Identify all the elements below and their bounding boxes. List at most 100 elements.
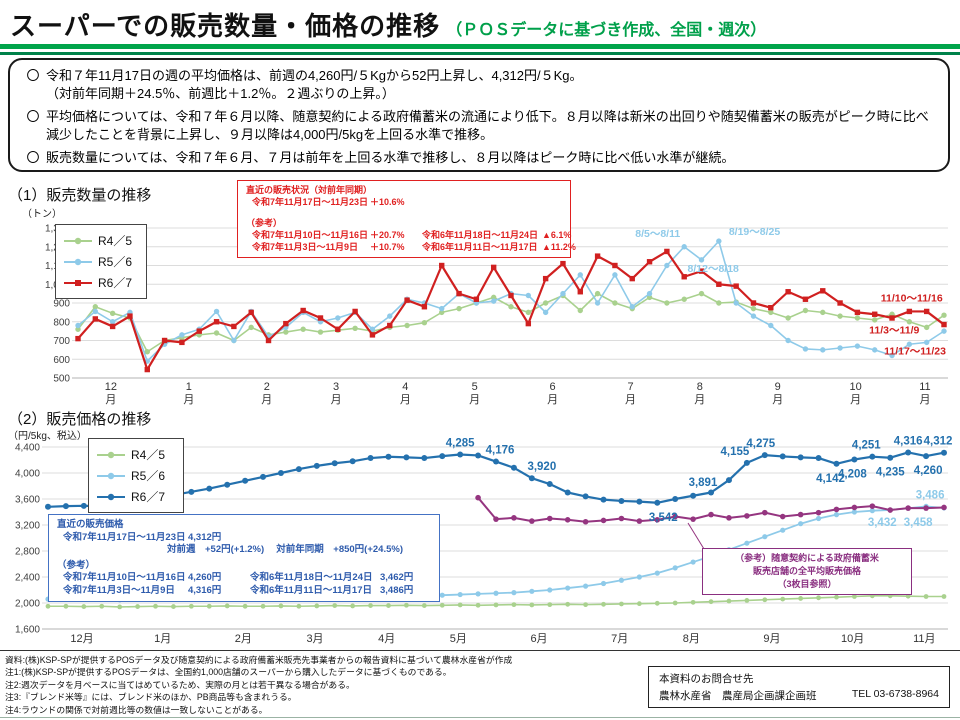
svg-text:4,316: 4,316 — [894, 435, 923, 447]
svg-text:2: 2 — [264, 381, 270, 393]
volume-chart-svg: 5006007008009001,0001,1001,2001,30012月1月… — [45, 224, 948, 406]
svg-text:2月: 2月 — [235, 633, 252, 645]
period-label: 令和7年11月10日～11月16日 — [63, 572, 186, 584]
svg-text:3,486: 3,486 — [916, 489, 945, 501]
period-value: ＋20.7% — [370, 230, 405, 241]
svg-text:1,600: 1,600 — [15, 625, 40, 636]
summary-bullet-3-text: 販売数量については、令和７年６月、７月は前年を上回る水準で推移し、８月以降はピー… — [46, 149, 735, 165]
svg-text:3: 3 — [333, 381, 339, 393]
recent-sales-status-title: 直近の販売状況（対前年同期） — [246, 185, 373, 195]
footnote-line: 資料:(株)KSP-SPが提供するPOSデータ及び随意契約による政府備蓄米販売先… — [5, 655, 513, 665]
title-rule-thin — [0, 52, 960, 55]
legend-item: R6／7 — [63, 272, 139, 293]
svg-text:7: 7 — [627, 381, 633, 393]
recent-price-box: 直近の販売価格 令和7年11月17日～11月23日 4,312円 対前週 +52… — [48, 514, 440, 603]
legend-item: R5／6 — [96, 465, 176, 486]
svg-text:月: 月 — [261, 394, 272, 406]
svg-text:4,155: 4,155 — [720, 446, 749, 458]
volume-chart-legend: R4／5 R5／6 R6／7 — [55, 224, 147, 299]
recent-price-title: 直近の販売価格 — [57, 519, 124, 530]
svg-text:月: 月 — [772, 394, 783, 406]
contact-tel: TEL 03-6738-8964 — [851, 688, 939, 700]
legend-marker-icon — [64, 258, 92, 265]
svg-text:2,000: 2,000 — [15, 599, 40, 610]
legend-label: R4／5 — [98, 234, 133, 248]
svg-text:月: 月 — [547, 394, 558, 406]
svg-text:11/3～11/9: 11/3～11/9 — [869, 324, 919, 336]
footnote-line: 注2:週次データを月ベースに当てはめているため、実際の月とは若干異なる場合がある… — [5, 679, 355, 690]
svg-text:11月: 11月 — [913, 633, 935, 645]
page-title: スーパーでの販売数量・価格の推移 — [10, 11, 441, 41]
period-label: 令和6年11月18日～11月24日 — [422, 230, 539, 241]
period-value: 3,486円 — [380, 584, 414, 596]
svg-text:4月: 4月 — [378, 633, 395, 645]
contact-box: 本資料のお問合せ先 農林水産省 農産局企画課企画班 TEL 03-6738-89… — [648, 666, 950, 708]
reserve-rice-note: （参考）随意契約による政府備蓄米 販売店舗の全平均販売価格 （3枚目参照） — [702, 548, 912, 596]
recent-price-current-row: 令和7年11月17日～11月23日 4,312円 — [57, 532, 433, 545]
period-value: ▲6.1% — [542, 230, 572, 241]
svg-text:3,891: 3,891 — [689, 477, 718, 489]
svg-text:3,542: 3,542 — [649, 512, 678, 524]
svg-text:4,275: 4,275 — [746, 438, 775, 450]
bottom-rule — [0, 717, 960, 718]
price-chart-title: （2）販売価格の推移 — [8, 411, 152, 428]
svg-text:月: 月 — [183, 394, 194, 406]
period-value: 4,260円 — [188, 572, 222, 584]
svg-text:3,600: 3,600 — [15, 495, 40, 506]
svg-text:11/17～11/23: 11/17～11/23 — [884, 346, 946, 358]
reference-row: 令和7年11月3日～11月9日 4,316円 令和6年11月11日～11月17日… — [57, 585, 433, 598]
reference-label: （参考） — [57, 559, 96, 571]
page-header: スーパーでの販売数量・価格の推移 （ＰＯＳデータに基づき作成、全国・週次） — [10, 6, 766, 43]
svg-text:3,458: 3,458 — [904, 517, 933, 529]
svg-text:4,235: 4,235 — [876, 467, 905, 479]
svg-text:9月: 9月 — [763, 633, 780, 645]
svg-text:10月: 10月 — [841, 633, 864, 645]
period-value: 4,316円 — [188, 584, 222, 596]
bullet-circle-icon: 〇 — [26, 68, 40, 83]
svg-text:4,260: 4,260 — [914, 465, 943, 477]
legend-item: R4／5 — [63, 230, 139, 251]
svg-text:3月: 3月 — [306, 633, 323, 645]
summary-box: 〇 令和７年11月17日の週の平均価格は、前週の4,260円/５Kgから52円上… — [8, 58, 950, 172]
legend-label: R6／7 — [131, 490, 166, 504]
reference-row: 令和7年11月10日～11月16日 4,260円 令和6年11月18日～11月2… — [57, 572, 433, 585]
legend-label: R5／6 — [131, 469, 166, 483]
legend-marker-icon — [97, 472, 125, 479]
summary-bullet-3: 〇 販売数量については、令和７年６月、７月は前年を上回る水準で推移し、８月以降は… — [20, 149, 934, 167]
bullet-circle-icon: 〇 — [26, 108, 40, 124]
period-value: 3,462円 — [380, 572, 414, 584]
period-label: 令和7年11月17日～11月23日 — [252, 196, 369, 207]
period-label: 令和7年11月17日～11月23日 — [63, 531, 186, 543]
svg-text:7月: 7月 — [611, 633, 628, 645]
svg-text:4,312: 4,312 — [924, 436, 953, 448]
svg-text:4,142: 4,142 — [816, 473, 845, 485]
svg-text:5月: 5月 — [450, 633, 467, 645]
summary-bullet-2-text: 平均価格については、令和７年６月以降、随意契約による政府備蓄米の流通により低下。… — [46, 108, 929, 143]
svg-text:3,920: 3,920 — [527, 461, 556, 473]
svg-text:2,800: 2,800 — [15, 547, 40, 558]
contact-title: 本資料のお問合せ先 — [659, 673, 754, 685]
svg-text:700: 700 — [53, 336, 70, 347]
period-label: 令和7年11月3日～11月9日 — [63, 584, 175, 596]
legend-item: R4／5 — [96, 444, 176, 465]
legend-marker-icon — [97, 451, 125, 458]
footer-notes: 資料:(株)KSP-SPが提供するPOSデータ及び随意契約による政府備蓄米販売先… — [5, 654, 512, 716]
svg-text:10: 10 — [850, 381, 862, 393]
volume-chart-unit: （トン） — [22, 209, 62, 220]
summary-bullet-2: 〇 平均価格については、令和７年６月以降、随意契約による政府備蓄米の流通により低… — [20, 108, 934, 145]
volume-chart-title: （1）販売数量の推移 — [8, 187, 152, 204]
svg-text:月: 月 — [850, 394, 861, 406]
svg-text:500: 500 — [53, 374, 70, 385]
title-rule-thick — [0, 44, 960, 49]
svg-text:11: 11 — [919, 381, 930, 393]
price-delta-line: 対前週 +52円(+1.2%) 対前年同期 +850円(+24.5%) — [167, 544, 403, 556]
svg-text:2,400: 2,400 — [15, 573, 40, 584]
svg-text:4,285: 4,285 — [446, 437, 475, 449]
bullet-circle-icon: 〇 — [26, 149, 40, 165]
svg-text:8月: 8月 — [683, 633, 700, 645]
svg-text:月: 月 — [400, 394, 411, 406]
svg-text:月: 月 — [625, 394, 636, 406]
svg-text:8/19～8/25: 8/19～8/25 — [729, 226, 781, 238]
legend-label: R6／7 — [98, 276, 133, 290]
svg-text:900: 900 — [53, 299, 70, 310]
